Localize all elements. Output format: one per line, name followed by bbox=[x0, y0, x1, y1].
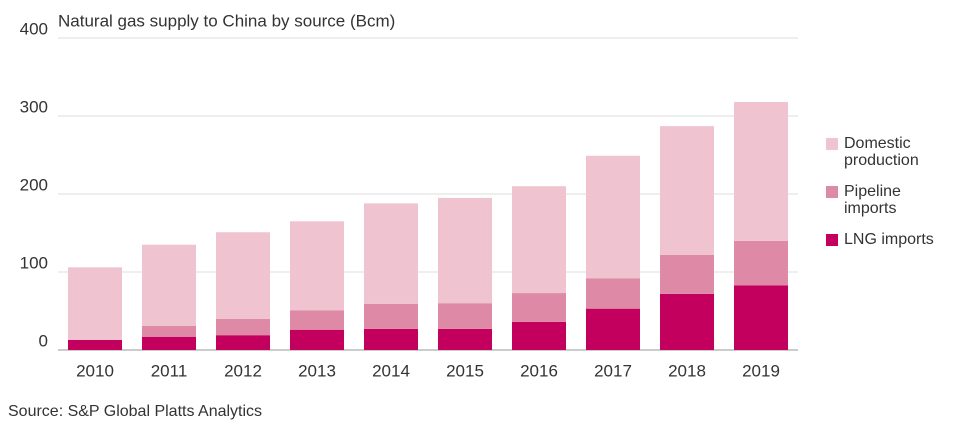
x-tick-label: 2016 bbox=[520, 361, 558, 380]
bar-segment bbox=[290, 221, 344, 311]
bar-segment bbox=[734, 240, 788, 286]
x-tick-label: 2010 bbox=[76, 361, 114, 380]
y-tick-label: 300 bbox=[20, 97, 48, 116]
bar-segment bbox=[142, 325, 196, 337]
bar-segment bbox=[142, 244, 196, 326]
legend-label: LNG imports bbox=[844, 231, 934, 248]
bar-segment bbox=[216, 232, 270, 319]
bar-segment bbox=[364, 328, 418, 350]
source: Source: S&P Global Platts Analytics bbox=[8, 403, 262, 420]
bar-segment bbox=[290, 329, 344, 350]
bar-segment bbox=[660, 293, 714, 350]
bar-segment bbox=[290, 310, 344, 330]
bar-segment bbox=[586, 155, 640, 279]
bar-segment bbox=[586, 278, 640, 309]
x-tick-label: 2018 bbox=[668, 361, 706, 380]
bar-segment bbox=[660, 126, 714, 255]
y-tick-label: 100 bbox=[20, 253, 48, 272]
bar-segment bbox=[216, 318, 270, 336]
x-tick-label: 2012 bbox=[224, 361, 262, 380]
legend-swatch bbox=[826, 234, 838, 246]
legend-swatch bbox=[826, 186, 838, 198]
legend: Domestic production Pipeline imports LNG i… bbox=[826, 135, 953, 262]
bar-segment bbox=[216, 335, 270, 350]
bar-segment bbox=[734, 285, 788, 350]
x-tick-label: 2014 bbox=[372, 361, 410, 380]
bar-segment bbox=[68, 267, 122, 340]
bar-segment bbox=[364, 303, 418, 329]
y-tick-label: 400 bbox=[20, 19, 48, 38]
bar-segment bbox=[734, 101, 788, 241]
legend-label: Domestic production bbox=[844, 135, 919, 169]
x-tick-label: 2017 bbox=[594, 361, 632, 380]
x-tick-label: 2019 bbox=[742, 361, 780, 380]
legend-label: Pipeline imports bbox=[844, 183, 901, 217]
legend-item: LNG imports bbox=[826, 231, 953, 248]
bar-segment bbox=[438, 303, 492, 329]
bar-segment bbox=[438, 197, 492, 304]
legend-swatch bbox=[826, 138, 838, 150]
x-tick-label: 2015 bbox=[446, 361, 484, 380]
x-tick-label: 2011 bbox=[151, 361, 188, 380]
bar-segment bbox=[586, 308, 640, 350]
bar-segment bbox=[364, 203, 418, 304]
bar-segment bbox=[660, 254, 714, 294]
y-tick-label: 0 bbox=[39, 331, 48, 350]
x-tick-label: 2013 bbox=[298, 361, 336, 380]
bar-segment bbox=[512, 186, 566, 294]
legend-item: Domestic production bbox=[826, 135, 953, 169]
bar-segment bbox=[68, 339, 122, 350]
bar-segment bbox=[142, 336, 196, 350]
y-tick-label: 200 bbox=[20, 175, 48, 194]
bar-segment bbox=[512, 293, 566, 322]
chart-title: Natural gas supply to China by source (B… bbox=[58, 11, 395, 30]
legend-item: Pipeline imports bbox=[826, 183, 953, 217]
bar-segment bbox=[512, 321, 566, 350]
bar-segment bbox=[438, 328, 492, 350]
